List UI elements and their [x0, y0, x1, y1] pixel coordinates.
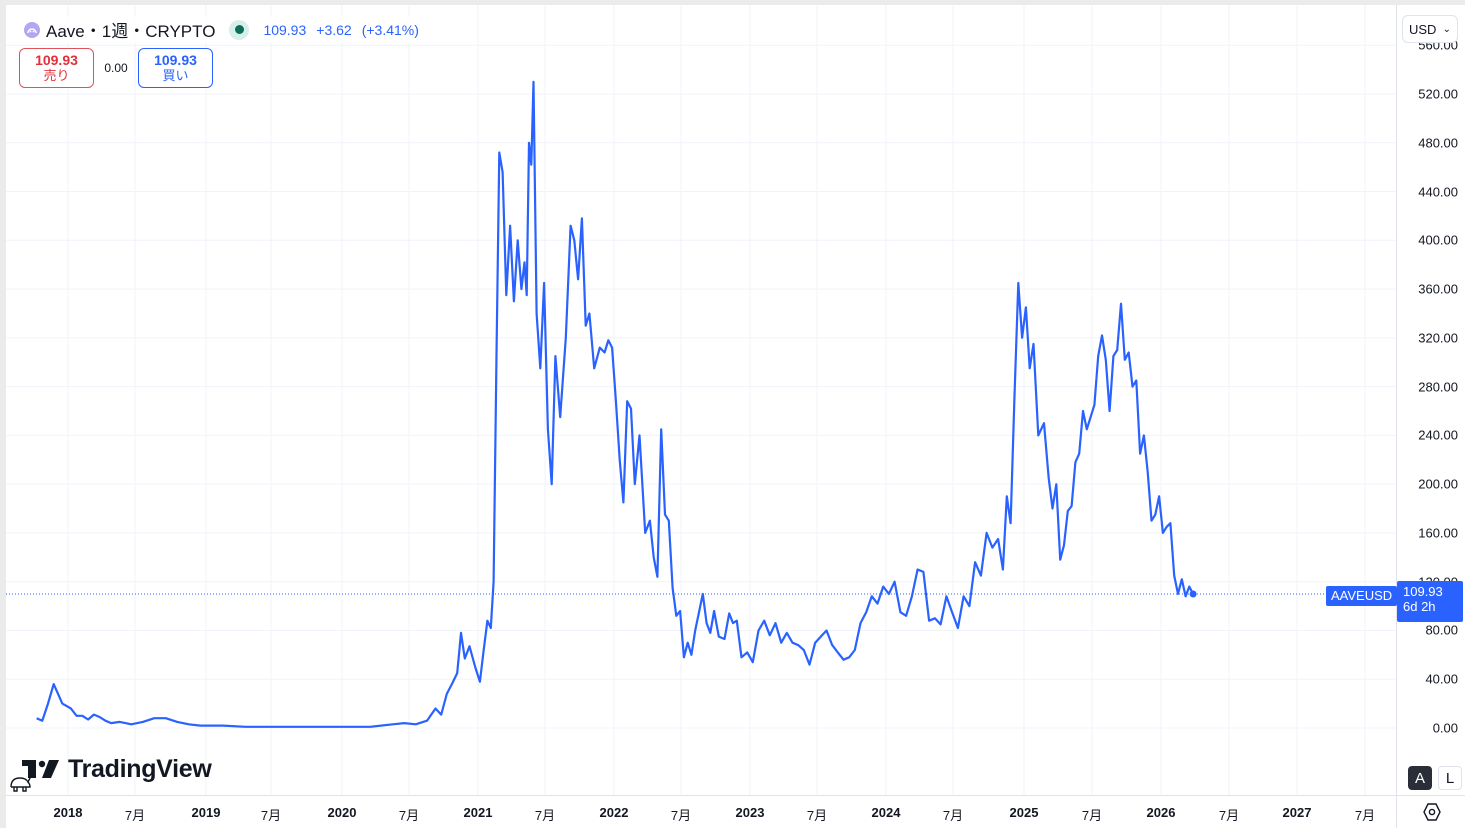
market-status-icon[interactable]: [229, 19, 250, 40]
auto-scale-button[interactable]: A: [1408, 766, 1432, 790]
tradingview-logo[interactable]: TradingView: [22, 755, 212, 784]
price-axis-label: 320.00: [1418, 330, 1458, 346]
legend-change-percent: (+3.41%): [361, 21, 419, 38]
price-chart[interactable]: [6, 5, 1396, 795]
chevron-down-icon: ⌄: [1442, 23, 1451, 35]
aave-logo-icon: [24, 21, 40, 38]
sell-button[interactable]: 109.93 売り: [19, 48, 94, 88]
settings-gear-icon: [1422, 803, 1441, 821]
log-scale-button[interactable]: L: [1438, 766, 1462, 790]
time-axis-label: 2022: [599, 805, 629, 820]
time-axis-label: 2019: [191, 805, 221, 820]
buy-price: 109.93: [154, 52, 197, 68]
price-axis-label: 400.00: [1418, 232, 1458, 248]
price-axis-label: 0.00: [1432, 720, 1458, 736]
chart-settings-button[interactable]: [1396, 795, 1465, 828]
bar-countdown: 6d 2h: [1403, 599, 1436, 614]
sell-label: 売り: [43, 68, 70, 83]
time-axis-label: 7月: [1081, 808, 1103, 823]
time-axis-label: 7月: [398, 808, 420, 823]
time-axis-label: 7月: [670, 808, 692, 823]
chart-plot-area[interactable]: [6, 5, 1396, 795]
price-axis-label: 200.00: [1418, 476, 1458, 492]
time-axis-label: 2025: [1009, 805, 1039, 820]
time-axis-label: 2023: [735, 805, 765, 820]
sell-price: 109.93: [35, 52, 78, 68]
price-axis-label: 240.00: [1418, 427, 1458, 443]
last-price-tag: 109.93 6d 2h: [1397, 581, 1463, 622]
price-line: [36, 80, 1195, 728]
replay-turtle-icon[interactable]: [8, 770, 34, 794]
currency-selector[interactable]: USD ⌄: [1402, 15, 1458, 43]
time-axis-label: 2020: [327, 805, 357, 820]
last-point-marker: [1189, 590, 1197, 598]
tradingview-wordmark: TradingView: [68, 755, 212, 783]
buy-button[interactable]: 109.93 買い: [138, 48, 213, 88]
price-axis-label: 280.00: [1418, 379, 1458, 395]
price-axis-label: 480.00: [1418, 135, 1458, 151]
time-axis-label: 7月: [124, 808, 146, 823]
symbol-title[interactable]: Aave・1週・CRYPTO: [46, 22, 216, 41]
time-axis-label: 2024: [871, 805, 901, 820]
price-axis[interactable]: 560.00 520.00 480.00 440.00 400.00 360.00 320.…: [1396, 5, 1465, 795]
time-axis-label: 2018: [53, 805, 83, 820]
price-axis-label: 40.00: [1425, 671, 1458, 687]
time-axis[interactable]: 2018 7月 2019 7月 2020 7月 2021 7月 2022 7月 2023 7月 2024…: [6, 795, 1396, 828]
time-axis-label: 7月: [942, 808, 964, 823]
time-axis-label: 7月: [534, 808, 556, 823]
time-axis-label: 2021: [463, 805, 493, 820]
spread-value: 0.00: [104, 61, 128, 75]
currency-label: USD: [1409, 21, 1437, 37]
price-axis-label: 160.00: [1418, 525, 1458, 541]
price-axis-label: 360.00: [1418, 281, 1458, 297]
price-axis-label: 440.00: [1418, 184, 1458, 200]
time-axis-label: 2026: [1146, 805, 1176, 820]
time-axis-label: 2027: [1282, 805, 1312, 820]
legend-change: +3.62: [316, 21, 352, 38]
chart-frame: 560.00 520.00 480.00 440.00 400.00 360.00 320.…: [6, 5, 1465, 828]
time-axis-label: 7月: [1218, 808, 1240, 823]
grid-lines: [6, 5, 1396, 795]
price-axis-label: 80.00: [1425, 622, 1458, 638]
price-axis-label: 520.00: [1418, 86, 1458, 102]
symbol-price-tag: AAVEUSD: [1326, 586, 1398, 606]
last-price-value: 109.93: [1403, 584, 1443, 599]
time-axis-label: 7月: [260, 808, 282, 823]
trade-panel: 109.93 売り 0.00 109.93 買い: [19, 48, 213, 88]
time-axis-label: 7月: [1354, 808, 1376, 823]
time-axis-label: 7月: [806, 808, 828, 823]
buy-label: 買い: [162, 68, 189, 83]
legend-last-price: 109.93: [263, 21, 307, 38]
tradingview-logo-icon: [22, 759, 59, 778]
symbol-legend[interactable]: Aave・1週・CRYPTO 109.93 +3.62 (+3.41%): [20, 16, 423, 43]
